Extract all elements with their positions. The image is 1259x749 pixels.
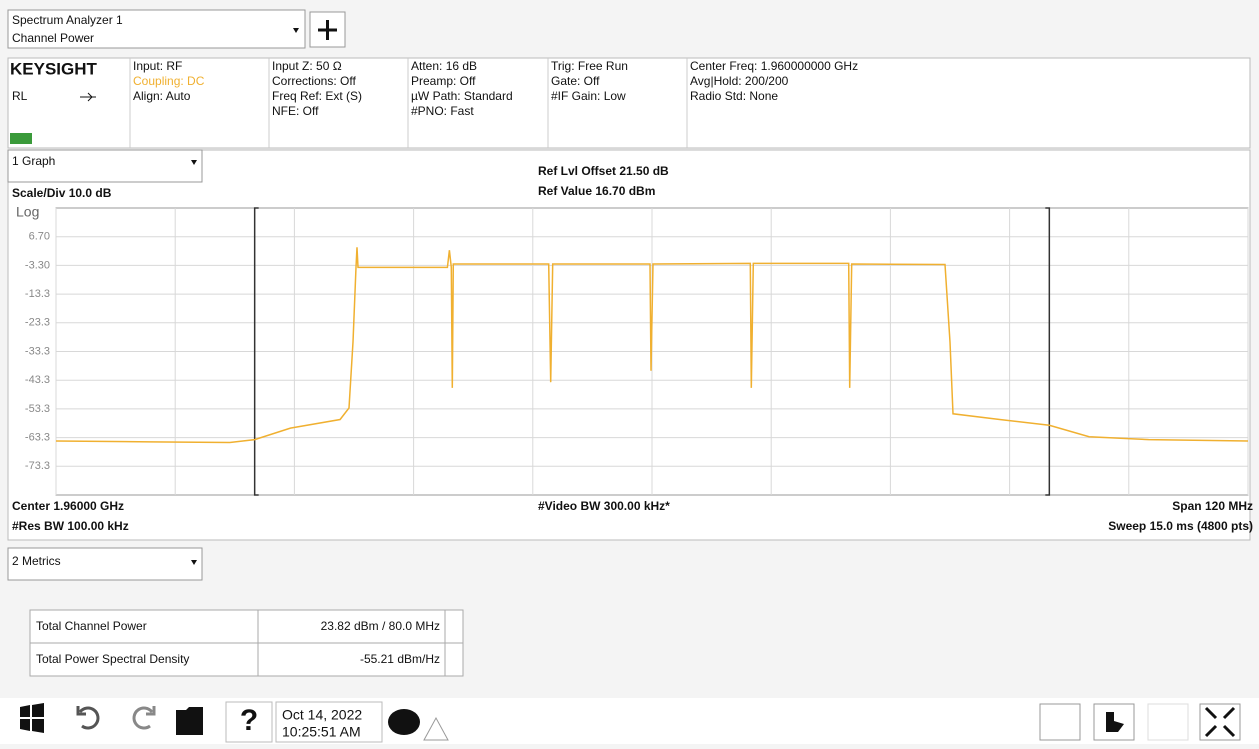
y-tick-label: -23.3: [25, 317, 50, 329]
status-item: Input Z: 50 Ω: [272, 59, 342, 73]
status-item: NFE: Off: [272, 104, 319, 118]
y-tick-label: -13.3: [25, 288, 50, 300]
undo-button[interactable]: [76, 706, 100, 730]
date: Oct 14, 2022: [282, 707, 362, 723]
status-indicator: [10, 133, 32, 144]
y-tick-label: -3.30: [25, 259, 50, 271]
y-tick-label: -53.3: [25, 403, 50, 415]
status-item: Trig: Free Run: [551, 59, 628, 73]
status-item: Freq Ref: Ext (S): [272, 89, 362, 103]
dropdown-arrow: [191, 160, 197, 165]
help-icon: ?: [240, 704, 258, 737]
mode-title: Spectrum Analyzer 1: [12, 13, 123, 27]
metrics-selector[interactable]: [7, 547, 203, 581]
status-item: Align: Auto: [133, 89, 191, 103]
status-item: Atten: 16 dB: [411, 59, 477, 73]
y-tick-label: -63.3: [25, 432, 50, 444]
ref-offset: Ref Lvl Offset 21.50 dB: [538, 164, 669, 178]
y-tick-label: -33.3: [25, 345, 50, 357]
input-icon: [80, 92, 96, 102]
res-bw-label: #Res BW 100.00 kHz: [12, 519, 129, 533]
status-item: #IF Gain: Low: [551, 89, 626, 103]
status-item: Gate: Off: [551, 74, 600, 88]
channel-edge: [253, 207, 259, 496]
status-item: µW Path: Standard: [411, 89, 513, 103]
file-button[interactable]: [176, 707, 203, 735]
video-bw-label: #Video BW 300.00 kHz*: [538, 499, 670, 513]
mode-selector[interactable]: [7, 9, 306, 49]
plus-icon: [318, 20, 337, 40]
status-item: Input: RF: [133, 59, 182, 73]
layout-button[interactable]: [1039, 703, 1081, 741]
fullscreen-icon: [1204, 706, 1236, 738]
sweep-label: Sweep 15.0 ms (4800 pts): [1108, 519, 1253, 533]
status-item: #PNO: Fast: [411, 104, 474, 118]
status-item: Corrections: Off: [272, 74, 356, 88]
mode-subtitle: Channel Power: [12, 31, 94, 45]
windows-button[interactable]: [20, 703, 44, 733]
metric-name: Total Channel Power: [36, 619, 147, 633]
status-item: Preamp: Off: [411, 74, 476, 88]
dropdown-arrow: [191, 560, 197, 565]
y-tick-label: -43.3: [25, 374, 50, 386]
status-item: Radio Std: None: [690, 89, 778, 103]
graph-selector-label: 1 Graph: [12, 154, 55, 168]
status-item: Center Freq: 1.960000000 GHz: [690, 59, 858, 73]
time: 10:25:51 AM: [282, 724, 361, 740]
y-tick-label: -73.3: [25, 460, 50, 472]
status-item: Avg|Hold: 200/200: [690, 74, 789, 88]
message-button[interactable]: [388, 709, 420, 735]
metric-value: 23.82 dBm / 80.0 MHz: [321, 619, 440, 633]
metric-value: -55.21 dBm/Hz: [360, 652, 440, 666]
metric-name: Total Power Spectral Density: [36, 652, 189, 666]
dropdown-arrow: [293, 28, 299, 33]
center-label: Center 1.96000 GHz: [12, 499, 124, 513]
split-button[interactable]: [1147, 703, 1189, 741]
hand-icon: [1106, 712, 1124, 732]
redo-button[interactable]: [132, 706, 156, 730]
metrics-selector-label: 2 Metrics: [12, 554, 61, 568]
clock: [275, 701, 383, 743]
channel-edge: [1045, 207, 1051, 496]
rl-label: RL: [12, 89, 28, 103]
scale-label: Scale/Div 10.0 dB: [12, 186, 112, 200]
status-item: Coupling: DC: [133, 74, 205, 88]
brand: KEYSIGHT: [10, 59, 98, 78]
trace: [55, 247, 1249, 444]
ref-value: Ref Value 16.70 dBm: [538, 184, 655, 198]
span-label: Span 120 MHz: [1172, 499, 1253, 513]
help-button[interactable]: [225, 701, 273, 743]
alert-button[interactable]: [423, 716, 449, 741]
scale-type: Log: [16, 204, 39, 220]
graph-selector[interactable]: [7, 149, 203, 183]
y-tick-label: 6.70: [29, 231, 50, 243]
status-bar: [7, 57, 1251, 149]
table-grid: [30, 610, 463, 676]
